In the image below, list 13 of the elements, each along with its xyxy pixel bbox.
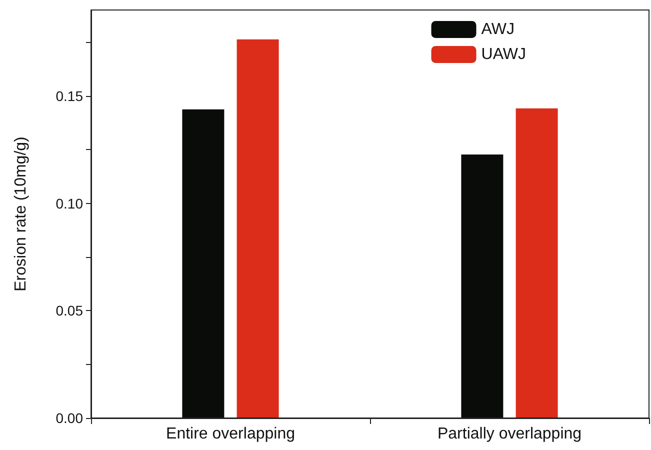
y-tick-label: 0.05: [56, 302, 84, 319]
y-axis-title: Erosion rate (10mg/g): [12, 136, 30, 292]
legend-label: UAWJ: [481, 46, 526, 63]
bar: [182, 109, 224, 418]
bar: [236, 39, 279, 418]
text: 0.00: [56, 410, 83, 426]
x-tick-label: Partially overlapping: [437, 426, 582, 442]
y-tick-label: 0.15: [56, 88, 84, 104]
x-tick-label: Entire overlapping: [166, 426, 295, 442]
bar: [461, 154, 504, 418]
legend-label: AWJ: [481, 21, 514, 38]
bar: [516, 108, 558, 418]
y-tick-label: 0.10: [56, 195, 84, 212]
